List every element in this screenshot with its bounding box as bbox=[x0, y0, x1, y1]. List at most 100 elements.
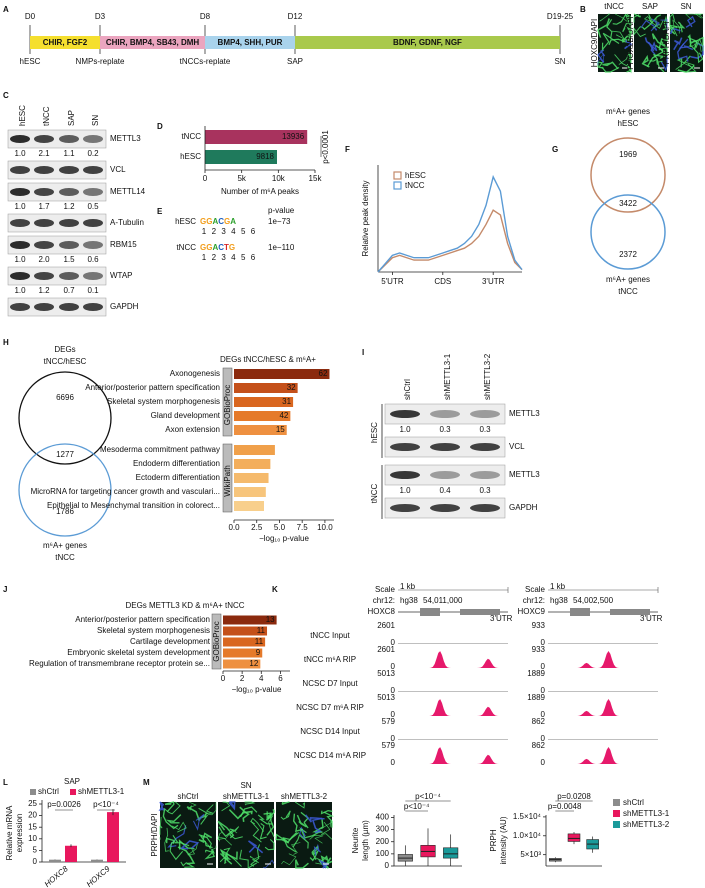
quant-label: 1.5 bbox=[63, 255, 75, 264]
bar bbox=[49, 859, 61, 862]
gene-count: 12 bbox=[249, 659, 258, 668]
neurite-stain bbox=[676, 55, 691, 68]
gene-exon bbox=[610, 609, 650, 615]
track-scale: 579 bbox=[382, 717, 396, 726]
p-value: p<10⁻⁴ bbox=[415, 792, 441, 801]
blot-strip bbox=[7, 266, 107, 286]
blot-band bbox=[59, 303, 79, 311]
neurite-stain bbox=[597, 49, 606, 63]
y-axis-label: length (µm) bbox=[361, 820, 370, 861]
panel-label: J bbox=[3, 585, 7, 594]
neurite-stain bbox=[651, 33, 667, 48]
term-label: Mesoderma commitment pathway bbox=[100, 445, 220, 454]
venn-circle bbox=[590, 137, 666, 213]
protocol-segment bbox=[100, 36, 205, 49]
neurite-stain bbox=[177, 846, 196, 865]
legend-swatch bbox=[613, 799, 620, 806]
annotation: p<0.0001 bbox=[321, 130, 330, 164]
venn-count: 1786 bbox=[56, 507, 74, 516]
blot-band bbox=[59, 272, 79, 280]
bar bbox=[223, 659, 261, 669]
blot-band bbox=[10, 135, 30, 143]
legend-label: hESC bbox=[405, 171, 426, 180]
legend-label: shMETTL3-1 bbox=[78, 787, 125, 796]
motif-position: 2 bbox=[212, 227, 217, 236]
term-label: Anterior/posterior pattern specification bbox=[75, 615, 210, 624]
quant-label: 1.2 bbox=[63, 202, 75, 211]
chr-label: chr12: bbox=[373, 596, 395, 605]
track-zero: 0 bbox=[391, 662, 396, 671]
neurite-stain bbox=[640, 19, 658, 31]
quant-label: 0.6 bbox=[87, 255, 99, 264]
neurite-stain bbox=[295, 859, 309, 869]
lane-label: tNCC bbox=[42, 106, 51, 126]
y-tick-label: 15 bbox=[28, 822, 37, 831]
y-axis-label: PRPH bbox=[489, 829, 498, 851]
blot-strip bbox=[7, 213, 107, 233]
motif: GGACTG bbox=[200, 243, 235, 252]
neurite-stain bbox=[601, 32, 612, 52]
panel-label: B bbox=[580, 5, 586, 14]
quant-label: 1.1 bbox=[63, 149, 75, 158]
blot-band bbox=[83, 272, 103, 280]
assembly: hg38 bbox=[400, 596, 418, 605]
x-tick-label: 5.0 bbox=[274, 523, 286, 532]
neurite-stain bbox=[239, 849, 258, 869]
neurite-stain bbox=[677, 63, 697, 73]
neurite-stain bbox=[299, 826, 306, 840]
motif-position: 3 bbox=[221, 253, 226, 262]
image-title: shMETTL3-1 bbox=[223, 792, 270, 801]
blot-band bbox=[34, 272, 54, 280]
x-tick-label: HOXC9 bbox=[85, 864, 112, 888]
protein-label: A-Tubulin bbox=[110, 218, 144, 227]
neurite-stain bbox=[294, 801, 306, 809]
coordinate: 54,011,000 bbox=[423, 596, 463, 605]
bar bbox=[234, 383, 298, 393]
blot-band bbox=[10, 166, 30, 174]
rip-peak bbox=[398, 699, 508, 716]
term-label: MicroRNA for targeting cancer growth and… bbox=[31, 487, 220, 496]
gene-exon bbox=[460, 609, 500, 615]
neurite-stain bbox=[180, 861, 196, 868]
neurite-stain bbox=[624, 40, 633, 50]
neurite-stain bbox=[275, 833, 290, 844]
blot-band bbox=[470, 504, 500, 512]
venn-count: 6696 bbox=[56, 393, 74, 402]
neurite-stain bbox=[643, 15, 654, 24]
column-header: p-value bbox=[268, 206, 295, 215]
neurite-stain bbox=[319, 855, 329, 864]
neurite-stain bbox=[656, 60, 663, 65]
protein-label: METTL3 bbox=[509, 470, 540, 479]
neurite-stain bbox=[239, 806, 250, 823]
quant-label: 1.0 bbox=[14, 286, 26, 295]
venn-circle bbox=[18, 371, 112, 465]
motif-position: 6 bbox=[251, 227, 256, 236]
neurite-stain bbox=[678, 38, 694, 51]
quant-label: 0.3 bbox=[479, 486, 491, 495]
stain-label: HOXC9/DAPI bbox=[590, 19, 599, 67]
day-label: D12 bbox=[288, 12, 303, 21]
neurite-stain bbox=[263, 812, 275, 836]
protein-label: METTL3 bbox=[509, 409, 540, 418]
blot-band bbox=[59, 188, 79, 196]
y-axis-label: Neurite bbox=[351, 827, 360, 853]
track-zero: 0 bbox=[541, 638, 546, 647]
neurite-stain bbox=[649, 58, 665, 73]
panel-label: D bbox=[157, 122, 163, 131]
protocol-segment bbox=[30, 36, 100, 49]
track-zero: 0 bbox=[541, 662, 546, 671]
neurite-stain bbox=[614, 13, 632, 26]
blot-band bbox=[59, 219, 79, 227]
panel-label: M bbox=[143, 778, 150, 787]
quant-label: 1.0 bbox=[14, 149, 26, 158]
term-label: Axon extension bbox=[165, 425, 220, 434]
blot-band bbox=[59, 135, 79, 143]
bar bbox=[234, 459, 271, 469]
x-tick-label: 2 bbox=[240, 674, 245, 683]
neurite-stain bbox=[622, 22, 632, 33]
motif-position: 1 bbox=[202, 227, 207, 236]
segment-label: CHIR, BMP4, SB43, DMH bbox=[106, 38, 200, 47]
density-line bbox=[377, 174, 523, 273]
bar bbox=[234, 487, 266, 497]
